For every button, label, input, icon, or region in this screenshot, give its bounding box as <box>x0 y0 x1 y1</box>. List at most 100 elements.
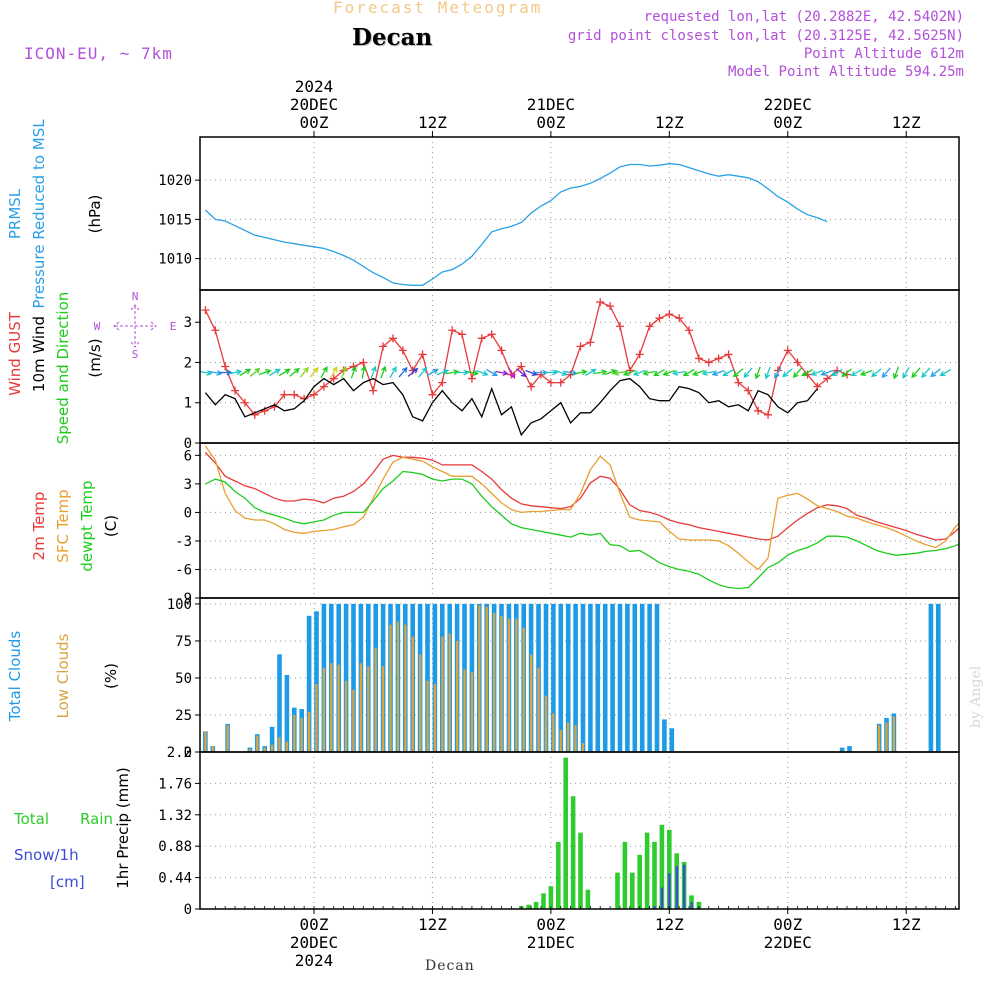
ytick-label-wind-1: 1 <box>184 396 192 412</box>
bar-clouds-total-9 <box>269 726 275 752</box>
bar-precip-snow-60 <box>668 873 671 909</box>
marker-gust-38 <box>576 342 585 351</box>
wind-arrow-35 <box>544 369 559 376</box>
wind-arrow-71 <box>902 366 910 379</box>
bar-precip-snow-61 <box>675 866 678 909</box>
wind-arrow-39 <box>584 368 597 377</box>
bar-precip-snow-59 <box>660 887 664 909</box>
bar-clouds-low-9 <box>270 744 274 752</box>
bar-clouds-low-8 <box>263 747 266 752</box>
bar-precip-snow-63 <box>690 901 693 909</box>
ytick-label-clouds-3: 75 <box>175 634 192 650</box>
panel-label-precip-2: Snow/1h <box>14 846 79 864</box>
plot-area-temperature <box>204 445 959 590</box>
marker-gust-52 <box>714 354 723 363</box>
compass-cross <box>113 304 157 348</box>
bar-precip-rain-45 <box>556 841 561 909</box>
bar-precip-rain-58 <box>652 841 657 909</box>
bottom-tick-label-5: 12Z <box>892 915 921 934</box>
wind-arrow-54 <box>732 368 744 378</box>
bar-clouds-low-17 <box>330 663 333 752</box>
ytick-label-precip-1: 0.44 <box>158 871 192 887</box>
marker-gust-20 <box>398 346 407 355</box>
panel-wind: 0 1 2 3 Wind GUST 10m Wind Speed and Direction… <box>6 289 960 452</box>
wind-arrow-7 <box>268 368 281 377</box>
bar-clouds-total-52 <box>588 603 593 752</box>
ytick-label-clouds-1: 25 <box>175 708 192 724</box>
marker-gust-22 <box>418 350 427 359</box>
marker-gust-2 <box>221 362 230 371</box>
marker-gust-35 <box>546 378 555 387</box>
bar-clouds-low-39 <box>493 612 496 752</box>
marker-gust-17 <box>369 386 378 395</box>
marker-gust-1 <box>211 326 220 335</box>
ytick-label-precip-0: 0 <box>184 902 192 918</box>
series-temperature-t2m <box>204 452 959 541</box>
bar-clouds-total-31 <box>432 603 438 752</box>
ytick-label-temperature-0: -9 <box>175 591 192 607</box>
wind-arrow-68 <box>870 368 882 378</box>
bar-precip-rain-49 <box>585 889 591 909</box>
marker-gust-13 <box>329 374 338 383</box>
ytick-label-wind-3: 3 <box>184 315 192 331</box>
wind-arrow-58 <box>774 366 782 379</box>
ytick-label-temperature-5: 6 <box>184 448 192 464</box>
panel-label-wind-2: Speed and Direction <box>54 292 72 445</box>
panel-label-temperature-1: SFC Temp <box>54 489 72 562</box>
wind-arrow-1 <box>209 369 223 376</box>
ytick-label-pressure-1: 1015 <box>158 212 192 228</box>
marker-gust-9 <box>290 390 299 399</box>
plot-area-clouds <box>203 603 941 752</box>
bar-clouds-total-46 <box>543 603 549 752</box>
panel-label-temperature-0: 2m Temp <box>30 492 48 561</box>
wind-arrow-33 <box>525 369 539 376</box>
marker-gust-30 <box>497 346 506 355</box>
wind-arrow-4 <box>239 368 252 377</box>
bar-clouds-low-0 <box>204 731 207 752</box>
bar-clouds-low-48 <box>559 729 562 752</box>
marker-gust-36 <box>556 378 565 387</box>
wind-arrow-28 <box>475 369 489 376</box>
marker-gust-51 <box>704 358 713 367</box>
bar-clouds-low-25 <box>389 624 392 752</box>
grid-point-coords: grid point closest lon,lat (20.3125E, 42… <box>567 28 964 44</box>
wind-arrow-20 <box>398 366 408 378</box>
point-altitude: Point Altitude 612m <box>803 46 964 62</box>
bar-precip-rain-41 <box>526 904 531 909</box>
bar-clouds-low-13 <box>300 717 303 752</box>
marker-gust-8 <box>280 390 289 399</box>
wind-arrow-12 <box>320 366 328 379</box>
marker-gust-42 <box>615 322 624 331</box>
ytick-label-clouds-2: 50 <box>175 671 192 687</box>
wind-arrow-62 <box>810 369 824 376</box>
series-temperature-dewpt <box>205 470 959 590</box>
marker-gust-32 <box>517 362 526 371</box>
bar-clouds-low-18 <box>337 664 340 752</box>
panel-label-wind-0: Wind GUST <box>6 311 24 396</box>
marker-gust-25 <box>448 326 457 335</box>
panel-pressure: 1010 1015 1020 PRMSL Pressure Reduced to MSL… <box>6 119 960 309</box>
marker-gust-11 <box>310 390 318 399</box>
panel-label-wind-1: 10m Wind <box>30 316 48 392</box>
bar-clouds-total-60 <box>647 603 652 752</box>
wind-arrow-40 <box>594 369 608 376</box>
bar-clouds-low-49 <box>567 722 570 752</box>
wind-arrow-75 <box>939 368 952 377</box>
bottom-date-label-4: 22DEC <box>764 933 812 952</box>
wind-arrow-8 <box>278 368 291 377</box>
wind-arrow-60 <box>792 367 802 379</box>
bar-clouds-low-51 <box>581 743 585 752</box>
wind-arrow-64 <box>830 368 843 377</box>
unit-label-pressure: (hPa) <box>86 195 104 234</box>
wind-arrow-6 <box>258 369 272 376</box>
requested-coords: requested lon,lat (20.2882E, 42.5402N) <box>643 9 964 25</box>
panel-label-pressure-0: PRMSL <box>6 188 24 239</box>
bar-clouds-low-23 <box>374 648 377 752</box>
marker-gust-40 <box>596 298 605 307</box>
bar-clouds-total-19 <box>343 603 349 752</box>
bar-clouds-total-15 <box>314 611 319 752</box>
bar-clouds-low-93 <box>892 716 895 752</box>
model-point-altitude: Model Point Altitude 594.25m <box>727 64 964 80</box>
panel-label-clouds-0: Total Clouds <box>6 631 24 723</box>
